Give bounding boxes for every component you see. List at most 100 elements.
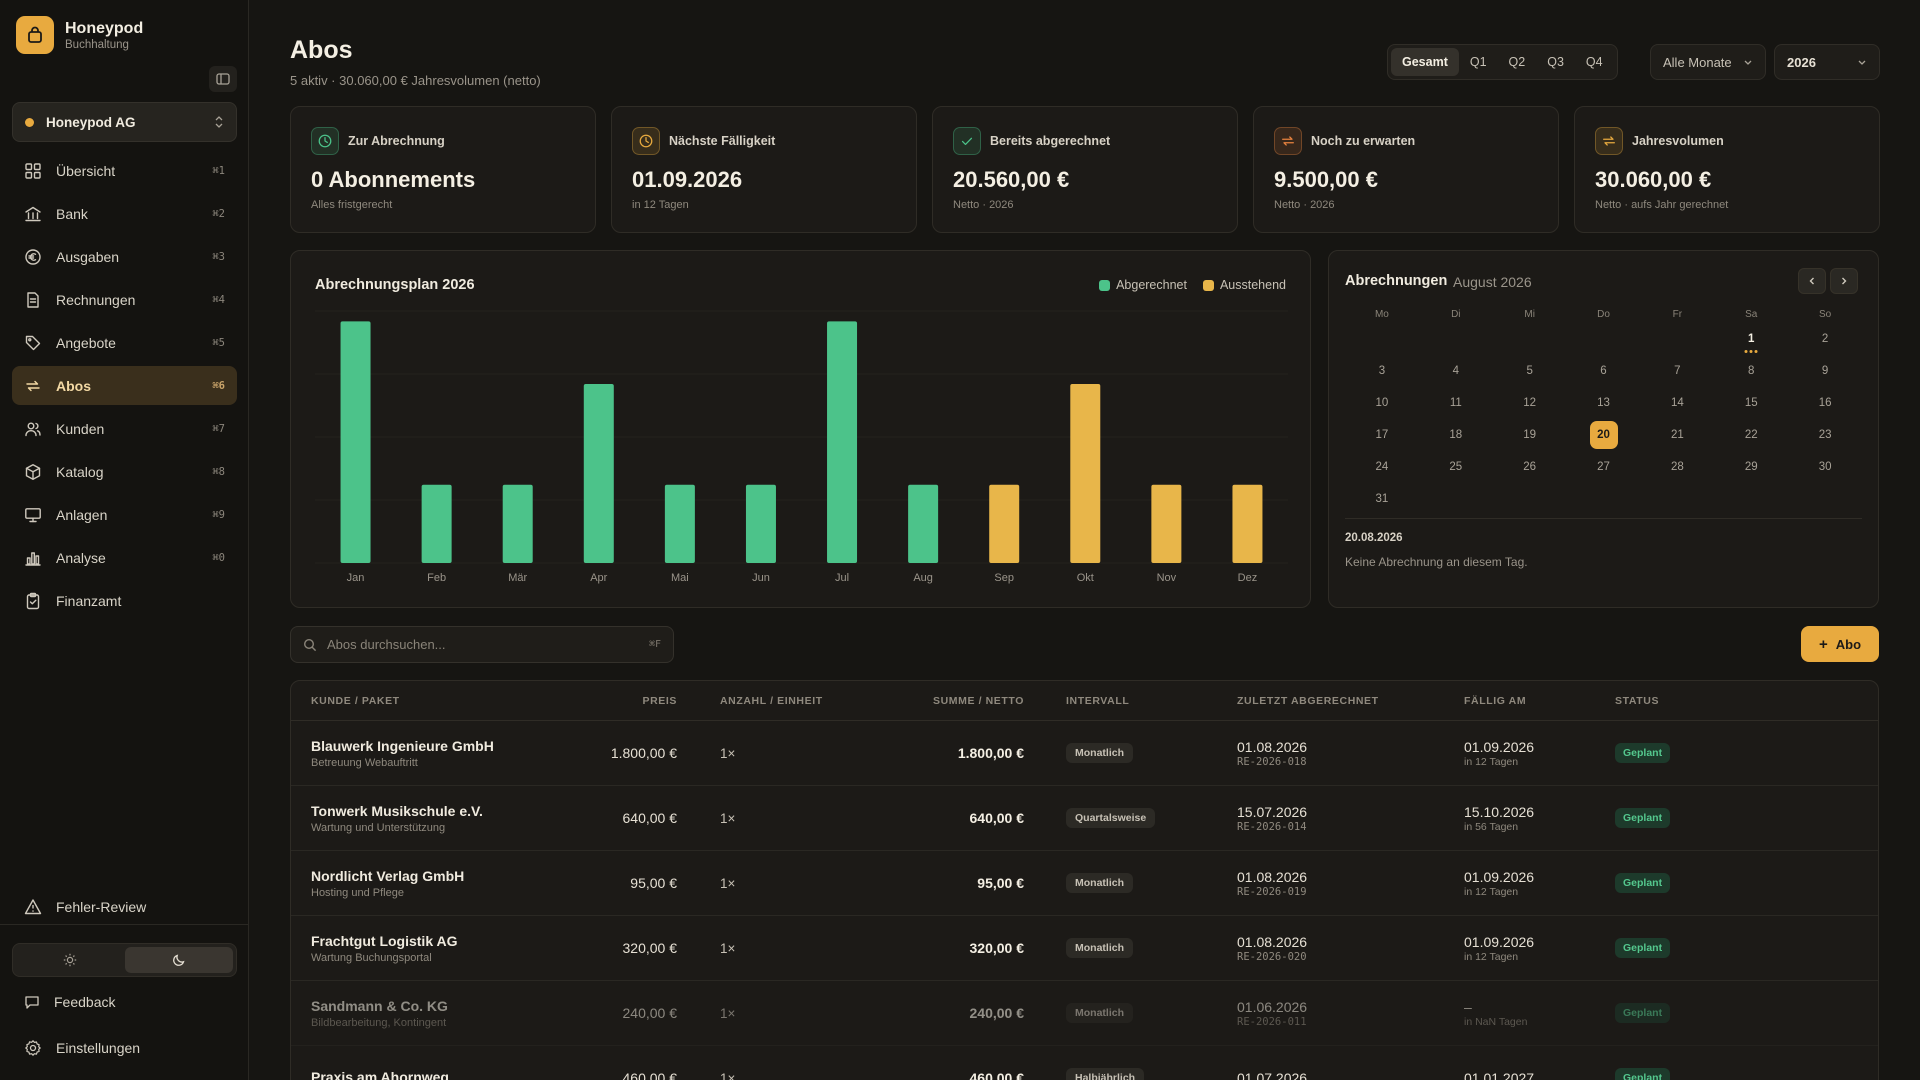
table-row[interactable]: Tonwerk Musikschule e.V. Wartung und Unt… xyxy=(291,786,1878,851)
calendar-day[interactable]: 25 xyxy=(1419,451,1493,483)
calendar-day[interactable]: 27 xyxy=(1567,451,1641,483)
settings-link[interactable]: Einstellungen xyxy=(12,1030,237,1066)
chart-bar-dez[interactable] xyxy=(1232,484,1263,563)
column-header[interactable]: STATUS xyxy=(1615,694,1660,707)
calendar-day[interactable]: 19 xyxy=(1493,419,1567,451)
invoice-reference[interactable]: RE-2026-014 xyxy=(1237,820,1307,833)
calendar-day-number: 2 xyxy=(1821,333,1829,345)
table-row[interactable]: Praxis am Ahornweg 460,00 € 1× 460,00 € … xyxy=(291,1046,1878,1080)
calendar-day[interactable]: 3 xyxy=(1345,355,1419,387)
calendar-day[interactable]: 28 xyxy=(1640,451,1714,483)
calendar-next-button[interactable] xyxy=(1830,268,1858,294)
column-header[interactable]: ANZAHL / EINHEIT xyxy=(720,694,823,707)
calendar-day[interactable]: 24 xyxy=(1345,451,1419,483)
table-row[interactable]: Frachtgut Logistik AG Wartung Buchungspo… xyxy=(291,916,1878,981)
filter-q4[interactable]: Q4 xyxy=(1585,55,1603,69)
chart-bar-mär[interactable] xyxy=(502,484,533,563)
calendar-day[interactable]: 8 xyxy=(1714,355,1788,387)
invoice-reference[interactable]: RE-2026-018 xyxy=(1237,755,1307,768)
sidebar-item-angebote[interactable]: Angebote ⌘5 xyxy=(12,323,237,362)
sidebar-item-bank[interactable]: Bank ⌘2 xyxy=(12,194,237,233)
chart-bar-jan[interactable] xyxy=(340,321,371,563)
calendar-day[interactable]: 11 xyxy=(1419,387,1493,419)
table-row[interactable]: Blauwerk Ingenieure GmbH Betreuung Webau… xyxy=(291,721,1878,786)
year-select[interactable]: 2026 xyxy=(1774,44,1880,80)
feedback-link[interactable]: Feedback xyxy=(12,984,237,1020)
calendar-day[interactable]: 5 xyxy=(1493,355,1567,387)
brand[interactable]: Honeypod Buchhaltung xyxy=(16,16,143,54)
calendar-day[interactable]: 23 xyxy=(1788,419,1862,451)
calendar-day[interactable]: 15 xyxy=(1714,387,1788,419)
calendar-day[interactable]: 14 xyxy=(1640,387,1714,419)
chart-bar-nov[interactable] xyxy=(1151,484,1182,563)
calendar-day[interactable]: 1 xyxy=(1714,323,1788,355)
chart-bar-mai[interactable] xyxy=(664,484,695,563)
sidebar-item-ausgaben[interactable]: Ausgaben ⌘3 xyxy=(12,237,237,276)
calendar-day[interactable]: 10 xyxy=(1345,387,1419,419)
organization-selector[interactable]: Honeypod AG xyxy=(12,102,237,142)
calendar-day[interactable]: 13 xyxy=(1567,387,1641,419)
kpi-label: Bereits abgerechnet xyxy=(990,134,1111,148)
column-header[interactable]: SUMME / NETTO xyxy=(932,694,1024,707)
calendar-day[interactable]: 12 xyxy=(1493,387,1567,419)
filter-q1[interactable]: Q1 xyxy=(1469,55,1487,69)
chart-bar-sep[interactable] xyxy=(989,484,1020,563)
sidebar-item-analyse[interactable]: Analyse ⌘0 xyxy=(12,538,237,577)
invoice-reference[interactable]: RE-2026-011 xyxy=(1237,1015,1307,1028)
add-abo-button[interactable]: + Abo xyxy=(1801,626,1879,662)
column-header[interactable]: PREIS xyxy=(642,694,677,707)
calendar-day[interactable]: 29 xyxy=(1714,451,1788,483)
calendar-day-number: 21 xyxy=(1670,429,1684,441)
table-row[interactable]: Sandmann & Co. KG Bildbearbeitung, Konti… xyxy=(291,981,1878,1046)
sidebar-item-finanzamt[interactable]: Finanzamt xyxy=(12,581,237,620)
month-select[interactable]: Alle Monate xyxy=(1650,44,1766,80)
column-header[interactable]: ZULETZT ABGERECHNET xyxy=(1237,694,1379,707)
sidebar-item-kunden[interactable]: Kunden ⌘7 xyxy=(12,409,237,448)
theme-toggle[interactable] xyxy=(12,943,237,977)
calendar-day[interactable]: 21 xyxy=(1640,419,1714,451)
calendar-day[interactable]: 16 xyxy=(1788,387,1862,419)
calendar-day[interactable]: 2 xyxy=(1788,323,1862,355)
dark-theme-option[interactable] xyxy=(124,947,233,973)
sidebar-item-fehler-review[interactable]: Fehler-Review xyxy=(12,889,237,925)
search-input[interactable]: Abos durchsuchen... ⌘F xyxy=(290,626,674,663)
column-header[interactable]: FÄLLIG AM xyxy=(1464,694,1527,707)
legend-label: Abgerechnet xyxy=(1116,278,1187,292)
chart-bar-feb[interactable] xyxy=(421,484,452,563)
table-row[interactable]: Nordlicht Verlag GmbH Hosting und Pflege… xyxy=(291,851,1878,916)
filter-q3[interactable]: Q3 xyxy=(1547,55,1564,69)
chart-bar-aug[interactable] xyxy=(908,484,939,563)
customer-cell: Blauwerk Ingenieure GmbH Betreuung Webau… xyxy=(311,738,494,769)
calendar-day[interactable]: 30 xyxy=(1788,451,1862,483)
sidebar-item-katalog[interactable]: Katalog ⌘8 xyxy=(12,452,237,491)
sidebar-item-rechnungen[interactable]: Rechnungen ⌘4 xyxy=(12,280,237,319)
sidebar-item-übersicht[interactable]: Übersicht ⌘1 xyxy=(12,151,237,190)
calendar-day[interactable]: 31 xyxy=(1345,483,1419,515)
sidebar-collapse-button[interactable] xyxy=(209,66,237,92)
filter-gesamt[interactable]: Gesamt xyxy=(1391,48,1459,76)
chart-bar-jun[interactable] xyxy=(745,484,776,563)
calendar-day[interactable]: 7 xyxy=(1640,355,1714,387)
calendar-day[interactable]: 26 xyxy=(1493,451,1567,483)
column-header[interactable]: KUNDE / PAKET xyxy=(311,694,400,707)
calendar-day[interactable]: 22 xyxy=(1714,419,1788,451)
kpi-icon-wrap xyxy=(953,127,981,155)
sidebar-item-abos[interactable]: Abos ⌘6 xyxy=(12,366,237,405)
calendar-day[interactable]: 18 xyxy=(1419,419,1493,451)
invoice-reference[interactable]: RE-2026-019 xyxy=(1237,885,1307,898)
calendar-day[interactable]: 17 xyxy=(1345,419,1419,451)
column-header[interactable]: INTERVALL xyxy=(1066,694,1130,707)
light-theme-option[interactable] xyxy=(16,947,125,973)
calendar-prev-button[interactable] xyxy=(1798,268,1826,294)
calendar-day[interactable]: 6 xyxy=(1567,355,1641,387)
filter-q2[interactable]: Q2 xyxy=(1508,55,1526,69)
chart-bar-okt[interactable] xyxy=(1070,384,1101,563)
chart-bar-jul[interactable] xyxy=(827,321,858,563)
interval-badge: Halbjährlich xyxy=(1066,1068,1145,1080)
calendar-day[interactable]: 9 xyxy=(1788,355,1862,387)
calendar-day[interactable]: 4 xyxy=(1419,355,1493,387)
sidebar-item-anlagen[interactable]: Anlagen ⌘9 xyxy=(12,495,237,534)
calendar-day[interactable]: 20 xyxy=(1567,419,1641,451)
chart-bar-apr[interactable] xyxy=(583,384,614,563)
invoice-reference[interactable]: RE-2026-020 xyxy=(1237,950,1307,963)
